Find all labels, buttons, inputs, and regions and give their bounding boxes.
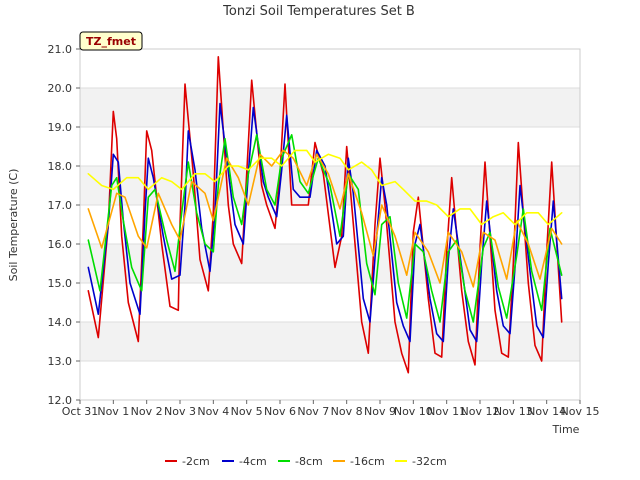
x-tick-label: Nov 12 [461,405,500,418]
y-tick-label: 15.0 [48,277,73,290]
x-tick-label: Nov 6 [264,405,296,418]
x-tick-label: Nov 2 [131,405,163,418]
x-tick-label: Nov 9 [364,405,396,418]
site-badge: TZ_fmet [79,31,143,51]
y-tick-label: 21.0 [48,43,73,56]
legend-label: -32cm [412,455,447,468]
x-tick-label: Nov 13 [494,405,533,418]
legend-label: -8cm [295,455,323,468]
x-tick-label: Nov 8 [331,405,363,418]
grid-band [80,283,580,322]
x-tick-label: Nov 10 [394,405,433,418]
x-tick-label: Nov 3 [164,405,196,418]
y-tick-label: 17.0 [48,199,73,212]
x-tick-label: Nov 11 [427,405,466,418]
series-lines [87,55,563,374]
site-badge-label: TZ_fmet [86,35,136,48]
y-tick-label: 19.0 [48,121,73,134]
y-tick-label: 12.0 [48,394,73,407]
grid-band [80,88,580,127]
x-tick-label: Nov 1 [97,405,129,418]
y-tick-label: 14.0 [48,316,73,329]
x-tick-label: Oct 31 [62,405,99,418]
series-line-4cm [87,102,563,343]
legend-label: -2cm [182,455,210,468]
series-line-16cm [87,149,563,288]
x-tick-label: Nov 7 [297,405,329,418]
y-tick-label: 18.0 [48,160,73,173]
y-tick-label: 20.0 [48,82,73,95]
axes: 12.0 13.0 14.0 15.0 16.0 17.0 18.0 19.0 20.0 21.0… [48,43,600,418]
x-tick-label: Nov 15 [561,405,600,418]
y-tick-label: 13.0 [48,355,73,368]
x-tick-label: Nov 5 [231,405,263,418]
y-axis-label: Soil Temperature (C) [7,169,20,282]
chart-title: Tonzi Soil Temperatures Set B [222,4,415,19]
x-tick-label: Nov 4 [197,405,229,418]
site-badge-box [79,31,143,51]
grid-band [80,244,580,283]
grid-band [80,127,580,166]
grid-band [80,322,580,361]
plot-frame [79,48,581,401]
series-line-2cm [87,55,563,374]
legend-label: -4cm [239,455,267,468]
grid-band [80,361,580,400]
series-line-32cm [87,149,563,226]
x-axis-label: Time [552,423,580,436]
grid-band [80,49,580,88]
legend-label: -16cm [350,455,385,468]
x-tick-label: Nov 14 [527,405,566,418]
legend: -2cm -4cm -8cm -16cm -32cm [165,455,447,468]
y-tick-label: 16.0 [48,238,73,251]
